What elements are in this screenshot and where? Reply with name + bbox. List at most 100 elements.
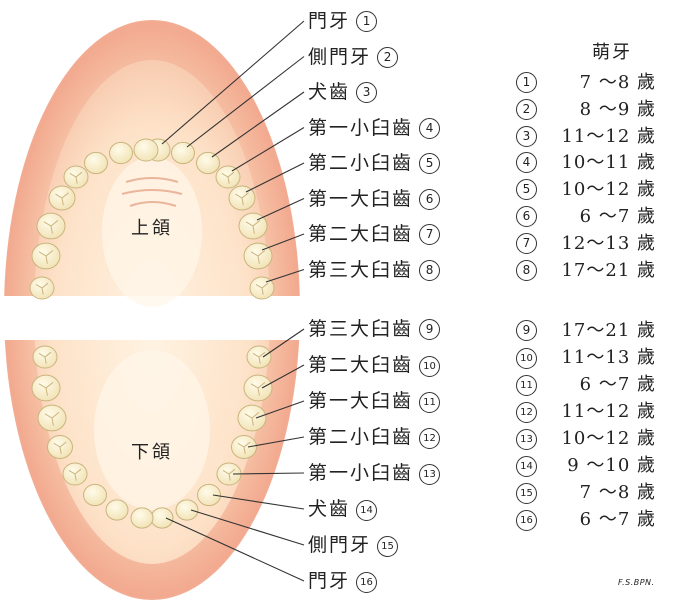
- upper-tooth-label: 第二小臼齒 5: [308, 152, 441, 174]
- tooth-number-badge: 11: [516, 375, 537, 396]
- tooth-name: 第一小臼齒: [308, 462, 414, 484]
- eruption-age-range: 10～11 歲: [561, 152, 656, 174]
- artist-signature: F.S.BPN.: [618, 578, 655, 587]
- lower-tooth: [175, 499, 199, 521]
- upper-tooth: [63, 165, 89, 189]
- upper-tooth-label: 第二大臼齒 7: [308, 223, 441, 245]
- eruption-age-range: 8 ～9 歲: [579, 98, 656, 120]
- lower-tooth: [197, 483, 221, 507]
- upper-tooth-label: 犬齒 3: [308, 81, 378, 103]
- tooth-name: 第二小臼齒: [308, 152, 414, 174]
- eruption-age-range: 17～21 歲: [561, 259, 656, 281]
- tooth-number-badge: 4: [419, 117, 441, 139]
- eruption-row: 3 11～12 歲: [516, 124, 666, 150]
- lower-leader-line: [232, 472, 305, 475]
- tooth-name: 第三大臼齒: [308, 258, 414, 281]
- lower-tooth: [130, 507, 154, 529]
- eruption-age-range: 11～13 歲: [561, 347, 656, 368]
- upper-tooth: [215, 165, 241, 189]
- eruption-age-range: 7 ～8 歲: [579, 72, 656, 93]
- upper-leader-line: [265, 268, 305, 283]
- palate-ridge: [125, 177, 179, 183]
- tooth-number-badge: 16: [356, 572, 378, 593]
- tooth-number-badge: 5: [516, 179, 537, 201]
- eruption-row: 9 17～21 歲: [516, 318, 666, 344]
- lower-tooth-label: 第二大臼齒 10: [308, 354, 441, 377]
- tooth-number-badge: 5: [419, 153, 441, 174]
- upper-tooth: [84, 151, 108, 175]
- eruption-age-range: 17～21 歲: [561, 320, 656, 341]
- eruption-row: 10 11～13 歲: [516, 345, 666, 371]
- upper-tooth: [243, 242, 273, 270]
- tooth-name: 犬齒: [308, 81, 351, 103]
- lower-tooth: [62, 462, 88, 486]
- eruption-row: 7 12～13 歲: [516, 231, 666, 257]
- tooth-number-badge: 6: [516, 206, 537, 227]
- eruption-age-range: 10～12 歲: [561, 428, 656, 449]
- lower-leader-line: [247, 436, 305, 448]
- eruption-age-range: 10～12 歲: [561, 179, 656, 201]
- lower-tooth: [83, 483, 107, 507]
- tooth-number-badge: 12: [419, 428, 441, 449]
- tooth-number-badge: 1: [516, 72, 537, 93]
- palate-ridge: [129, 201, 177, 207]
- tooth-name: 第二大臼齒: [308, 223, 414, 245]
- eruption-age-range: 11～12 歲: [561, 125, 656, 147]
- upper-tooth: [238, 212, 268, 240]
- eruption-row: 8 17～21 歲: [516, 258, 666, 284]
- tooth-name: 第一小臼齒: [308, 116, 414, 139]
- upper-jaw-label: 上頜: [131, 218, 173, 239]
- upper-tooth: [133, 138, 159, 162]
- lower-leader-line: [190, 509, 305, 546]
- tooth-number-badge: 3: [356, 82, 378, 103]
- eruption-row: 5 10～12 歲: [516, 177, 666, 203]
- tooth-number-badge: 15: [516, 483, 537, 504]
- eruption-row: 13 10～12 歲: [516, 426, 666, 452]
- upper-tooth: [36, 212, 66, 240]
- lower-tooth: [231, 435, 257, 459]
- upper-tooth: [249, 276, 275, 300]
- lower-tooth-label: 第一小臼齒 13: [308, 462, 441, 485]
- upper-tooth-label: 第三大臼齒 8: [308, 258, 441, 281]
- tooth-number-badge: 8: [516, 259, 537, 281]
- lower-tooth: [243, 374, 273, 402]
- lower-tooth: [105, 499, 129, 521]
- tooth-number-badge: 2: [516, 98, 537, 120]
- tooth-name: 門牙: [308, 10, 351, 32]
- tooth-name: 第二小臼齒: [308, 426, 414, 448]
- tooth-number-badge: 14: [516, 456, 537, 477]
- tooth-number-badge: 7: [516, 232, 537, 254]
- eruption-row: 12 11～12 歲: [516, 399, 666, 425]
- lower-jaw-label: 下頜: [131, 442, 173, 463]
- tooth-name: 第二大臼齒: [308, 354, 414, 376]
- tooth-number-badge: 1: [356, 11, 378, 32]
- upper-tooth: [29, 276, 55, 300]
- upper-leader-line: [256, 197, 305, 221]
- eruption-age-range: 9 ～10 歲: [567, 455, 656, 476]
- upper-tooth: [171, 141, 195, 165]
- lower-leader-line: [212, 494, 305, 510]
- upper-leader-line: [186, 56, 305, 148]
- tooth-number-badge: 4: [516, 152, 537, 174]
- tooth-name: 門牙: [308, 570, 351, 592]
- eruption-age-range: 7 ～8 歲: [579, 482, 656, 503]
- tooth-number-badge: 2: [377, 46, 399, 68]
- lower-tooth-label: 側門牙 15: [308, 534, 399, 557]
- tooth-name: 第三大臼齒: [308, 318, 414, 340]
- lower-palate-shine: [94, 350, 210, 510]
- lower-leader-line: [165, 517, 305, 582]
- lower-tooth: [150, 507, 174, 529]
- palate-ridge: [121, 189, 183, 195]
- eruption-row: 6 6 ～7 歲: [516, 204, 666, 230]
- lower-tooth-label: 第三大臼齒 9: [308, 318, 441, 340]
- upper-tooth-label: 側門牙 2: [308, 46, 399, 68]
- upper-leader-line: [245, 162, 305, 193]
- upper-tooth-label: 第一小臼齒 4: [308, 116, 441, 139]
- lower-tooth-label: 門牙 16: [308, 570, 378, 593]
- upper-leader-line: [231, 127, 305, 172]
- eruption-age-range: 6 ～7 歲: [579, 374, 656, 395]
- tooth-number-badge: 11: [419, 392, 441, 413]
- eruption-age-range: 12～13 歲: [561, 232, 656, 254]
